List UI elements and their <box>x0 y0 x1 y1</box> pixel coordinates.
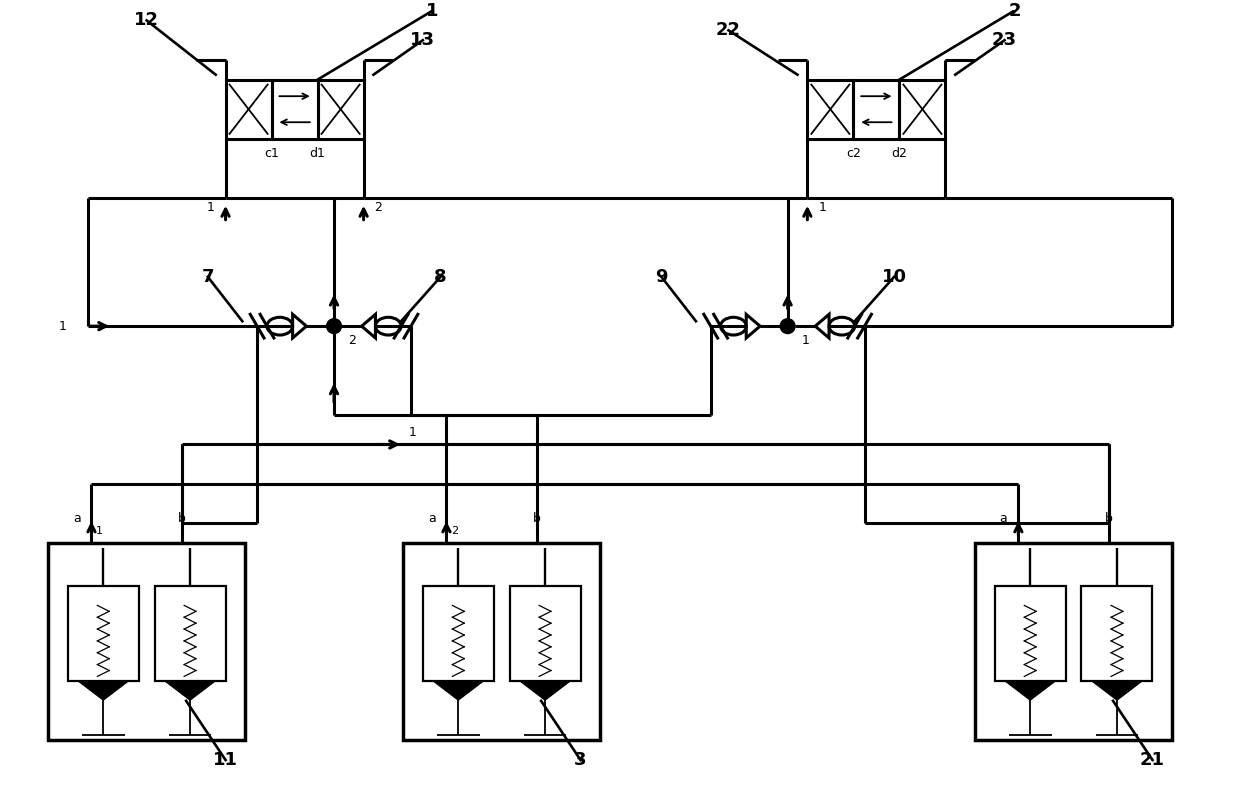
Text: c1: c1 <box>264 147 279 160</box>
Bar <box>403 543 600 740</box>
Bar <box>975 543 1172 740</box>
Text: 2: 2 <box>451 526 458 536</box>
Text: 3: 3 <box>574 751 587 769</box>
Text: a: a <box>73 512 81 525</box>
Text: b: b <box>179 512 186 525</box>
Bar <box>155 586 226 681</box>
Polygon shape <box>521 681 570 700</box>
Text: 2: 2 <box>348 335 356 347</box>
Text: 8: 8 <box>434 268 446 286</box>
Text: b: b <box>1105 512 1114 525</box>
Text: 1: 1 <box>95 526 103 536</box>
Text: 7: 7 <box>202 268 215 286</box>
Text: 1: 1 <box>818 202 826 214</box>
Circle shape <box>326 319 341 334</box>
Circle shape <box>780 319 795 334</box>
Bar <box>853 80 899 138</box>
Polygon shape <box>78 681 128 700</box>
Text: d2: d2 <box>892 147 908 160</box>
Bar <box>423 586 494 681</box>
Text: a: a <box>428 512 435 525</box>
Text: 23: 23 <box>992 31 1017 49</box>
Bar <box>899 80 945 138</box>
Polygon shape <box>434 681 484 700</box>
Text: 11: 11 <box>213 751 238 769</box>
Bar <box>272 80 317 138</box>
Bar <box>48 543 246 740</box>
Text: d1: d1 <box>310 147 326 160</box>
Text: a: a <box>999 512 1007 525</box>
Text: 1: 1 <box>427 2 439 20</box>
Bar <box>807 80 853 138</box>
Text: b: b <box>533 512 541 525</box>
Text: c2: c2 <box>846 147 861 160</box>
Bar <box>1081 586 1152 681</box>
Text: 9: 9 <box>655 268 667 286</box>
Text: 13: 13 <box>410 31 435 49</box>
Text: 1: 1 <box>801 335 810 347</box>
Text: 2: 2 <box>1008 2 1021 20</box>
Bar <box>226 80 272 138</box>
Polygon shape <box>165 681 215 700</box>
Polygon shape <box>1092 681 1142 700</box>
Bar <box>68 586 139 681</box>
Text: 1: 1 <box>60 320 67 333</box>
Polygon shape <box>1006 681 1055 700</box>
Text: 10: 10 <box>882 268 906 286</box>
Bar <box>510 586 580 681</box>
Text: 22: 22 <box>715 21 742 40</box>
Text: 1: 1 <box>409 426 417 439</box>
Text: 12: 12 <box>134 11 159 29</box>
Bar <box>994 586 1065 681</box>
Text: 1: 1 <box>207 202 215 214</box>
Text: 2: 2 <box>374 202 382 214</box>
Text: 21: 21 <box>1140 751 1166 769</box>
Bar <box>317 80 363 138</box>
